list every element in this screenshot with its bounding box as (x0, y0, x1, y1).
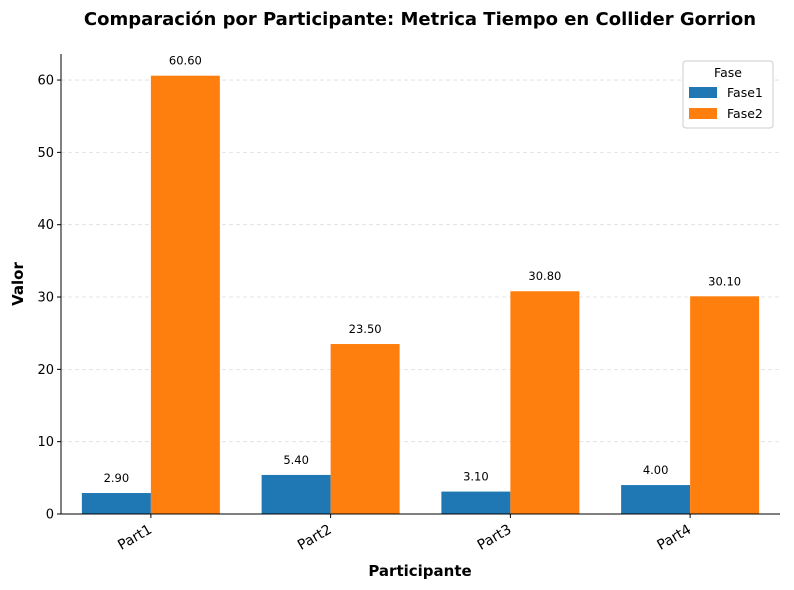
bar-fase2-part3 (510, 291, 580, 514)
y-tick-label: 40 (37, 218, 54, 233)
legend-swatch-fase1 (689, 87, 717, 98)
bar-fase1-part1 (81, 493, 151, 514)
data-label: 4.00 (643, 463, 669, 477)
legend-swatch-fase2 (689, 108, 717, 119)
y-tick-label: 30 (37, 291, 54, 306)
data-label: 5.40 (283, 453, 309, 467)
x-tick-label: Part3 (475, 522, 515, 554)
data-label: 2.90 (104, 471, 130, 485)
bar-fase2-part2 (330, 344, 400, 514)
legend-title: Fase (714, 65, 742, 80)
data-label: 60.60 (169, 54, 202, 68)
legend-label-fase1: Fase1 (727, 85, 763, 100)
data-label: 3.10 (463, 470, 489, 484)
bar-fase1-part4 (621, 485, 691, 514)
x-tick-label: Part2 (295, 522, 335, 554)
data-labels: 2.90 60.60 5.40 23.50 3.10 30.80 4.00 30.10 (104, 54, 742, 485)
data-label: 30.80 (528, 269, 561, 283)
y-tick-label: 60 (37, 74, 54, 89)
legend-label-fase2: Fase2 (727, 106, 763, 121)
y-tick-label: 20 (37, 363, 54, 378)
y-ticks: 0 10 20 30 40 50 60 (37, 74, 61, 523)
bar-fase2-part1 (150, 75, 220, 514)
chart-title: Comparación por Participante: Metrica Ti… (84, 9, 756, 30)
bar-fase1-part3 (441, 491, 511, 514)
bar-fase2-part4 (690, 296, 760, 514)
x-axis-label: Participante (368, 562, 471, 580)
x-ticks: Part1 Part2 Part3 Part4 (115, 514, 694, 554)
x-tick-label: Part4 (654, 522, 694, 554)
legend: Fase Fase1 Fase2 (682, 60, 774, 129)
y-axis-label: Valor (9, 262, 27, 306)
axes (60, 54, 780, 515)
data-label: 30.10 (708, 274, 741, 288)
y-tick-label: 10 (37, 435, 54, 450)
y-tick-label: 50 (37, 146, 54, 161)
y-tick-label: 0 (46, 508, 54, 523)
bars (81, 75, 760, 514)
bar-fase1-part2 (261, 474, 331, 514)
x-tick-label: Part1 (115, 522, 155, 554)
data-label: 23.50 (349, 322, 382, 336)
